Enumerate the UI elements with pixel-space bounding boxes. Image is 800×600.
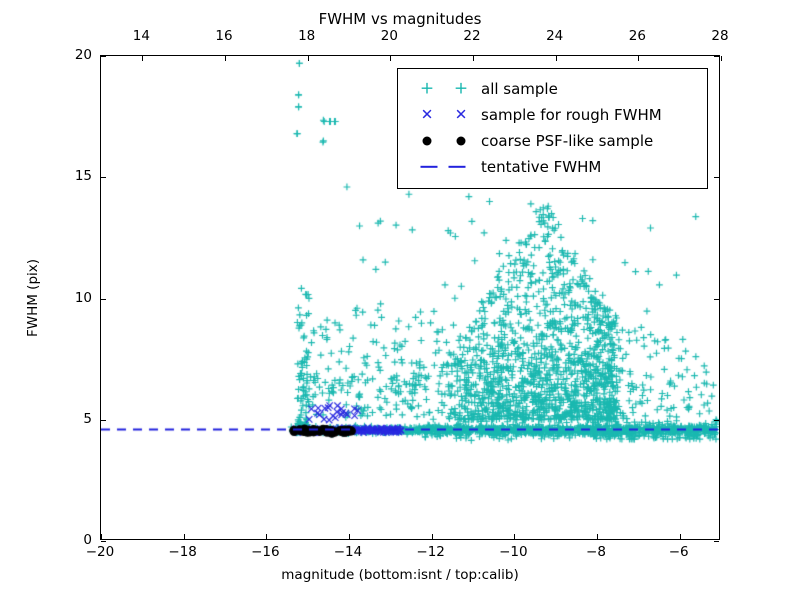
legend-marker-group: ✕ ✕ [407,102,481,128]
x-tick-label-top: 26 [628,28,646,44]
x-tick-top [721,56,722,61]
x-tick-label-bottom: −12 [416,544,445,560]
y-tick-label: 0 [83,532,92,548]
cross-icon: ✕ [420,105,434,124]
plus-icon: + [419,78,435,99]
x-tick-label-top: 24 [546,28,564,44]
legend-label: sample for rough FWHM [481,106,662,124]
cross-icon: ✕ [454,105,468,124]
x-tick-top [307,56,309,61]
dashed-line-icon [448,165,466,169]
x-tick-label-bottom: −10 [499,544,528,560]
x-tick-top [142,56,144,61]
x-tick-top [638,56,640,61]
plus-icon: + [453,78,469,99]
y-tick [714,419,719,421]
x-tick-label-bottom: −16 [251,544,280,560]
page-title: FWHM vs magnitudes [318,10,482,28]
x-tick-label-bottom: −8 [586,544,606,560]
x-tick-bottom [349,534,350,539]
y-tick-label: 5 [83,410,92,427]
x-tick-bottom [431,534,433,539]
legend-item-all-sample: + + all sample [407,76,698,102]
x-tick-label-bottom: −20 [85,544,115,560]
x-tick-label-top: 18 [298,28,316,44]
y-tick [101,541,106,542]
y-tick [101,419,106,421]
x-tick-label-bottom: −18 [168,544,197,560]
dot-icon [422,136,432,146]
x-tick-label-top: 22 [463,28,481,44]
x-tick-label-bottom: −6 [668,544,689,560]
x-tick-top [225,56,226,61]
legend-label: tentative FWHM [481,158,602,176]
legend-item-rough-fwhm: ✕ ✕ sample for rough FWHM [407,102,698,128]
x-tick-label-top: 28 [711,28,729,44]
x-tick-top [473,56,474,61]
legend-marker-group [407,154,481,180]
legend: + + all sample ✕ ✕ sample for rough FWHM… [397,68,708,189]
x-tick-bottom [183,534,185,539]
x-tick-label-top: 20 [380,28,398,44]
y-tick [714,56,719,57]
x-tick-bottom [266,534,268,539]
y-tick [714,177,719,179]
legend-marker-group: + + [407,76,481,102]
y-tick [101,56,106,57]
y-tick [714,298,719,300]
x-tick-label-top: 14 [132,28,150,44]
x-tick-bottom [101,534,102,539]
legend-item-coarse-psf: coarse PSF-like sample [407,128,698,154]
y-axis-label: FWHM (pix) [25,258,41,338]
x-tick-label-bottom: −14 [333,544,363,560]
legend-label: coarse PSF-like sample [481,132,654,150]
x-tick-top [390,56,392,61]
y-tick [101,177,106,179]
x-tick-bottom [597,534,598,539]
x-tick-bottom [514,534,516,539]
legend-item-tentative-fwhm: tentative FWHM [407,154,698,180]
dashed-line-icon [420,165,438,169]
y-tick [101,298,106,300]
x-axis-label: magnitude (bottom:isnt / top:calib) [281,567,519,583]
x-tick-top [555,56,557,61]
y-tick-label: 15 [74,168,92,185]
x-tick-label-top: 16 [215,28,233,44]
y-tick-label: 10 [74,289,92,306]
y-tick-label: 20 [74,47,92,63]
legend-label: all sample [481,80,558,98]
x-tick-bottom [679,534,681,539]
dot-icon [456,136,466,146]
y-tick [714,541,719,542]
legend-marker-group [407,128,481,154]
